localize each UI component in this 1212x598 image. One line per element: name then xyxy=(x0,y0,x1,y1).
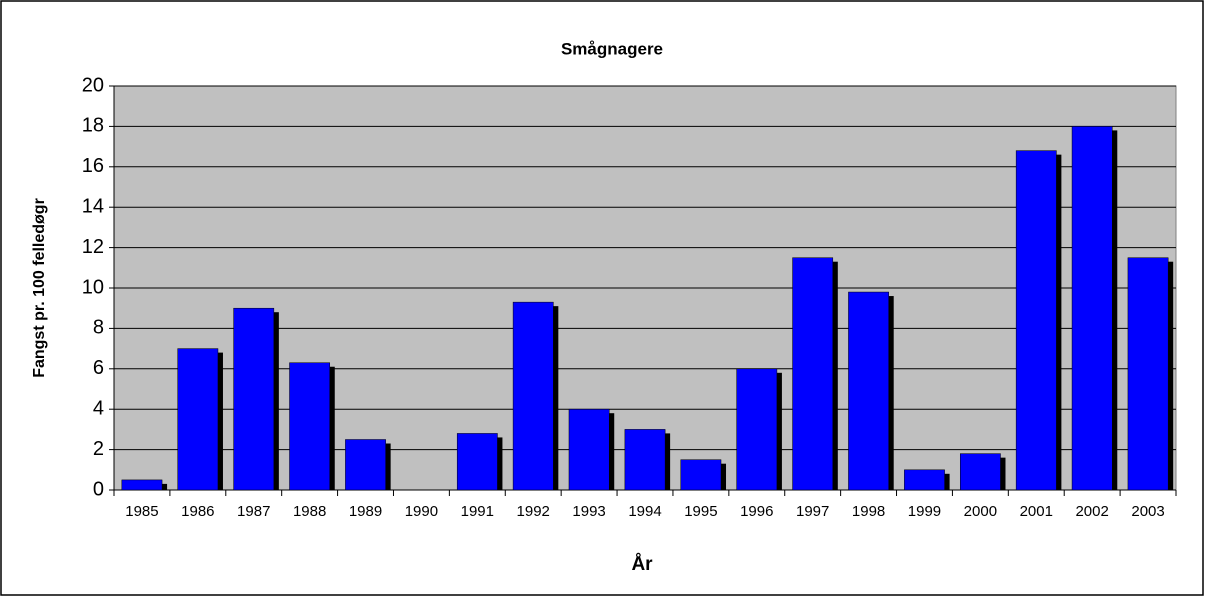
x-tick-label: 2003 xyxy=(1131,503,1164,520)
x-tick-label: 2000 xyxy=(964,503,997,520)
bar xyxy=(456,433,498,491)
x-tick-label: 1992 xyxy=(517,503,550,520)
bar xyxy=(792,257,834,491)
y-tick-label: 16 xyxy=(82,155,104,177)
x-tick-label: 1989 xyxy=(349,503,382,520)
y-tick-label: 6 xyxy=(93,357,104,379)
bar xyxy=(177,348,219,491)
bar xyxy=(568,408,610,491)
y-tick-label: 14 xyxy=(82,195,104,217)
x-axis-label: År xyxy=(631,554,653,575)
bar xyxy=(736,368,778,491)
x-tick-label: 1994 xyxy=(628,503,661,520)
x-tick-label: 1987 xyxy=(237,503,270,520)
bar xyxy=(1071,126,1113,491)
bar xyxy=(233,307,275,491)
x-tick-label: 1988 xyxy=(293,503,326,520)
y-tick-label: 12 xyxy=(82,236,104,258)
chart-title: Smågnagere xyxy=(561,39,663,58)
x-tick-label: 1995 xyxy=(684,503,717,520)
y-tick-label: 10 xyxy=(82,276,104,298)
bar xyxy=(289,362,331,491)
bar xyxy=(1015,150,1057,491)
bar xyxy=(121,479,163,491)
x-tick-label: 1997 xyxy=(796,503,829,520)
x-tick-label: 1996 xyxy=(740,503,773,520)
bar xyxy=(959,453,1001,491)
x-tick-label: 1985 xyxy=(125,503,158,520)
bar xyxy=(1127,257,1169,491)
y-tick-label: 18 xyxy=(82,115,104,137)
x-tick-label: 2001 xyxy=(1020,503,1053,520)
x-tick-label: 2002 xyxy=(1075,503,1108,520)
bar xyxy=(624,429,666,491)
x-tick-label: 1993 xyxy=(572,503,605,520)
bar xyxy=(512,301,554,491)
y-tick-label: 0 xyxy=(93,478,104,500)
bar xyxy=(904,469,945,491)
x-tick-label: 1998 xyxy=(852,503,885,520)
x-tick-label: 1986 xyxy=(181,503,214,520)
x-tick-label: 1999 xyxy=(908,503,941,520)
bar xyxy=(848,291,889,491)
x-tick-label: 1991 xyxy=(461,503,494,520)
y-tick-label: 4 xyxy=(93,397,104,419)
bar xyxy=(680,459,722,491)
y-tick-label: 8 xyxy=(93,317,104,339)
bar xyxy=(345,439,386,491)
x-tick-label: 1990 xyxy=(405,503,438,520)
y-tick-label: 20 xyxy=(82,74,104,96)
y-axis-label: Fangst pr. 100 felledøgr xyxy=(31,198,48,378)
y-tick-label: 2 xyxy=(93,438,104,460)
